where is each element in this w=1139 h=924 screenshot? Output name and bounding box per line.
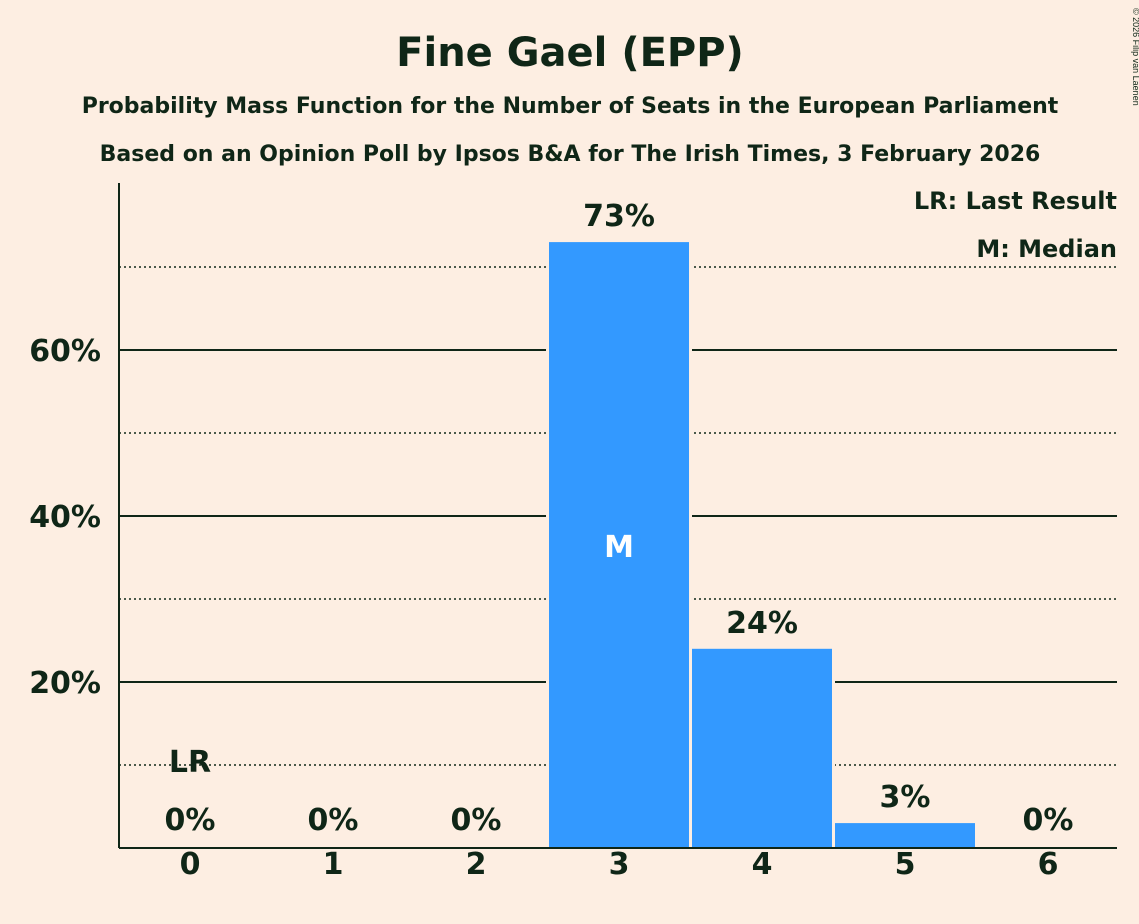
axes: [118, 183, 1117, 849]
chart-subtitle-1: Probability Mass Function for the Number…: [82, 94, 1059, 119]
chart-subtitle-2: Based on an Opinion Poll by Ipsos B&A fo…: [100, 142, 1041, 167]
x-tick-label-2: 2: [466, 847, 487, 882]
labels: 20%40%60%0 1 2 3 4 5 60% 0% 0%73%24%3%0%LRM: [29, 199, 1073, 882]
bar-4: [692, 648, 832, 848]
y-tick-label-60: 60%: [29, 334, 101, 369]
bar-3: [549, 242, 689, 849]
legend-median: M: Median: [976, 235, 1117, 263]
copyright-text: © 2026 Filip van Laenen: [1131, 8, 1139, 106]
bars: [546, 242, 978, 849]
x-tick-label-6: 6: [1038, 847, 1059, 882]
legend-last-result: LR: Last Result: [914, 187, 1117, 215]
median-marker: M: [604, 530, 634, 565]
x-tick-label-4: 4: [752, 847, 773, 882]
data-label-6: 0%: [1023, 803, 1074, 838]
x-tick-label-1: 1: [323, 847, 344, 882]
bar-5: [835, 823, 975, 848]
x-tick-label-0: 0: [180, 847, 201, 882]
data-label-3: 73%: [583, 199, 655, 234]
y-tick-label-20: 20%: [29, 666, 101, 701]
last-result-marker: LR: [169, 745, 211, 780]
x-tick-label-5: 5: [895, 847, 916, 882]
data-label-5: 3%: [880, 780, 931, 815]
chart-title: Fine Gael (EPP): [396, 30, 744, 76]
x-tick-label-3: 3: [609, 847, 630, 882]
data-label-1: 0%: [308, 803, 359, 838]
data-label-2: 0%: [451, 803, 502, 838]
y-tick-label-40: 40%: [29, 500, 101, 535]
data-label-4: 24%: [726, 606, 798, 641]
data-label-0: 0%: [165, 803, 216, 838]
